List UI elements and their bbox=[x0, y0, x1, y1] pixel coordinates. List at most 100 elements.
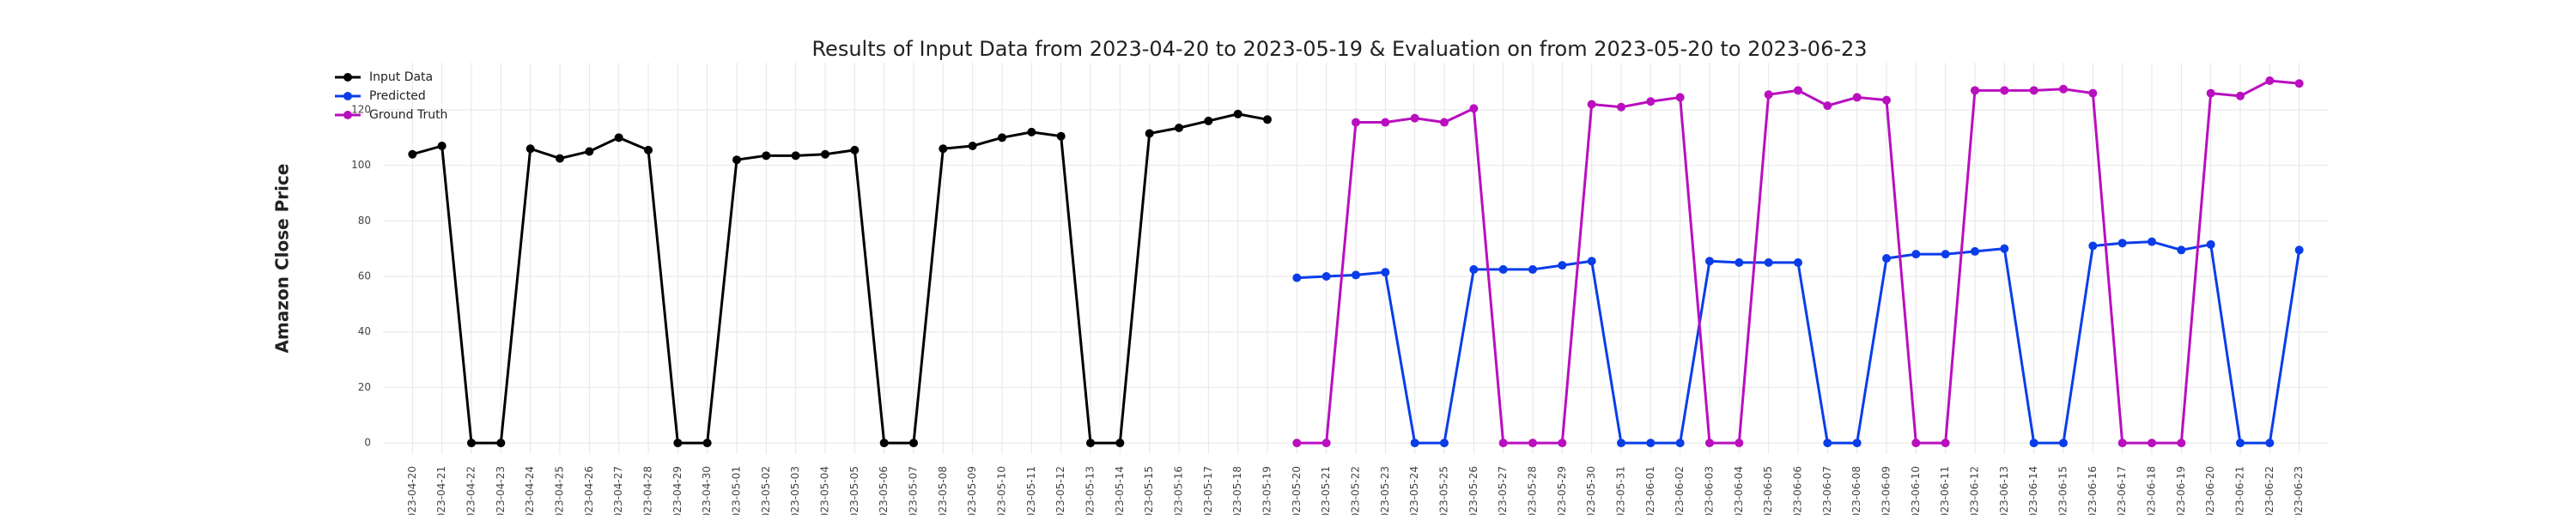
y-tick-label: 40 bbox=[358, 325, 371, 337]
point bbox=[1941, 250, 1950, 259]
point bbox=[1941, 439, 1950, 448]
x-tick-label: 2023-04-22 bbox=[465, 466, 477, 515]
x-tick-label: 2023-05-30 bbox=[1585, 466, 1597, 515]
x-tick-label: 2023-05-15 bbox=[1143, 466, 1155, 515]
x-tick-label: 2023-04-28 bbox=[642, 466, 654, 515]
point bbox=[1882, 95, 1891, 105]
x-tick-label: 2023-06-09 bbox=[1880, 466, 1893, 515]
x-tick-label: 2023-06-14 bbox=[2027, 466, 2039, 515]
x-tick-label: 2023-06-04 bbox=[1733, 466, 1745, 515]
point bbox=[1735, 439, 1744, 448]
legend-marker bbox=[343, 111, 352, 119]
legend-label: Input Data bbox=[369, 70, 433, 84]
point bbox=[939, 144, 948, 154]
point bbox=[2029, 86, 2038, 95]
x-tick-label: 2023-06-05 bbox=[1762, 466, 1774, 515]
point bbox=[1410, 113, 1419, 123]
point bbox=[2236, 439, 2245, 448]
point bbox=[467, 439, 476, 448]
x-tick-label: 2023-05-21 bbox=[1320, 466, 1332, 515]
point bbox=[1233, 109, 1242, 118]
y-tick-label: 100 bbox=[351, 159, 371, 171]
point bbox=[1469, 104, 1479, 113]
x-tick-label: 2023-06-06 bbox=[1792, 466, 1804, 515]
x-tick-label: 2023-05-31 bbox=[1615, 466, 1627, 515]
x-tick-label: 2023-05-23 bbox=[1379, 466, 1391, 515]
point bbox=[1558, 439, 1567, 448]
x-tick-label: 2023-04-23 bbox=[495, 466, 507, 515]
point bbox=[1204, 116, 1213, 125]
point bbox=[1675, 439, 1685, 448]
x-tick-label: 2023-05-16 bbox=[1173, 466, 1185, 515]
point bbox=[2117, 439, 2127, 448]
point bbox=[2177, 245, 2186, 255]
legend-marker bbox=[343, 92, 352, 100]
x-tick-label: 2023-06-10 bbox=[1910, 466, 1922, 515]
point bbox=[1469, 264, 1479, 274]
point bbox=[1528, 264, 1537, 274]
point bbox=[644, 145, 653, 154]
point bbox=[1882, 254, 1891, 263]
point bbox=[1145, 129, 1154, 138]
x-tick-label: 2023-05-24 bbox=[1408, 466, 1420, 515]
x-tick-label: 2023-04-25 bbox=[554, 466, 566, 515]
x-tick-label: 2023-05-25 bbox=[1438, 466, 1450, 515]
point bbox=[2148, 439, 2156, 448]
x-tick-label: 2023-06-11 bbox=[1939, 466, 1951, 515]
point bbox=[1440, 439, 1449, 448]
point bbox=[998, 133, 1006, 142]
x-tick-label: 2023-05-18 bbox=[1231, 466, 1243, 515]
point bbox=[1381, 118, 1390, 127]
point bbox=[879, 439, 889, 448]
x-tick-label: 2023-04-21 bbox=[435, 466, 447, 515]
point bbox=[732, 155, 741, 165]
point bbox=[2294, 79, 2304, 88]
x-tick-label: 2023-06-12 bbox=[1969, 466, 1981, 515]
point bbox=[2265, 76, 2275, 86]
point bbox=[585, 147, 594, 156]
point bbox=[437, 142, 447, 151]
x-tick-label: 2023-06-19 bbox=[2175, 466, 2187, 515]
point bbox=[2265, 439, 2275, 448]
point bbox=[2148, 237, 2156, 246]
point bbox=[1705, 257, 1714, 266]
legend-label: Ground Truth bbox=[369, 108, 447, 122]
point bbox=[2088, 241, 2098, 251]
point bbox=[2059, 84, 2068, 94]
point bbox=[1381, 268, 1390, 277]
point bbox=[1823, 101, 1832, 111]
point bbox=[1735, 258, 1744, 267]
point bbox=[968, 142, 977, 151]
point bbox=[2029, 439, 2038, 448]
point bbox=[1498, 264, 1508, 274]
x-tick-label: 2023-05-20 bbox=[1291, 466, 1303, 515]
point bbox=[1764, 258, 1773, 267]
point bbox=[2088, 88, 2098, 98]
point bbox=[1764, 90, 1773, 100]
x-tick-label: 2023-06-13 bbox=[1998, 466, 2010, 515]
x-tick-label: 2023-05-05 bbox=[848, 466, 860, 515]
chart-title: Results of Input Data from 2023-04-20 to… bbox=[811, 37, 1867, 61]
point bbox=[1498, 439, 1508, 448]
point bbox=[673, 439, 683, 448]
x-tick-label: 2023-06-20 bbox=[2204, 466, 2216, 515]
point bbox=[1852, 439, 1862, 448]
point bbox=[1352, 270, 1360, 280]
x-tick-label: 2023-06-21 bbox=[2234, 466, 2246, 515]
y-tick-label: 0 bbox=[364, 437, 371, 449]
point bbox=[1086, 439, 1095, 448]
point bbox=[496, 439, 506, 448]
x-tick-label: 2023-04-20 bbox=[406, 466, 418, 515]
x-tick-label: 2023-05-14 bbox=[1114, 466, 1126, 515]
point bbox=[791, 151, 800, 161]
point bbox=[762, 151, 771, 161]
point bbox=[2236, 91, 2245, 100]
point bbox=[909, 439, 918, 448]
point bbox=[850, 145, 860, 154]
point bbox=[1027, 127, 1036, 136]
point bbox=[2206, 88, 2215, 98]
point bbox=[1115, 439, 1125, 448]
point bbox=[1705, 439, 1714, 448]
point bbox=[1321, 439, 1331, 448]
